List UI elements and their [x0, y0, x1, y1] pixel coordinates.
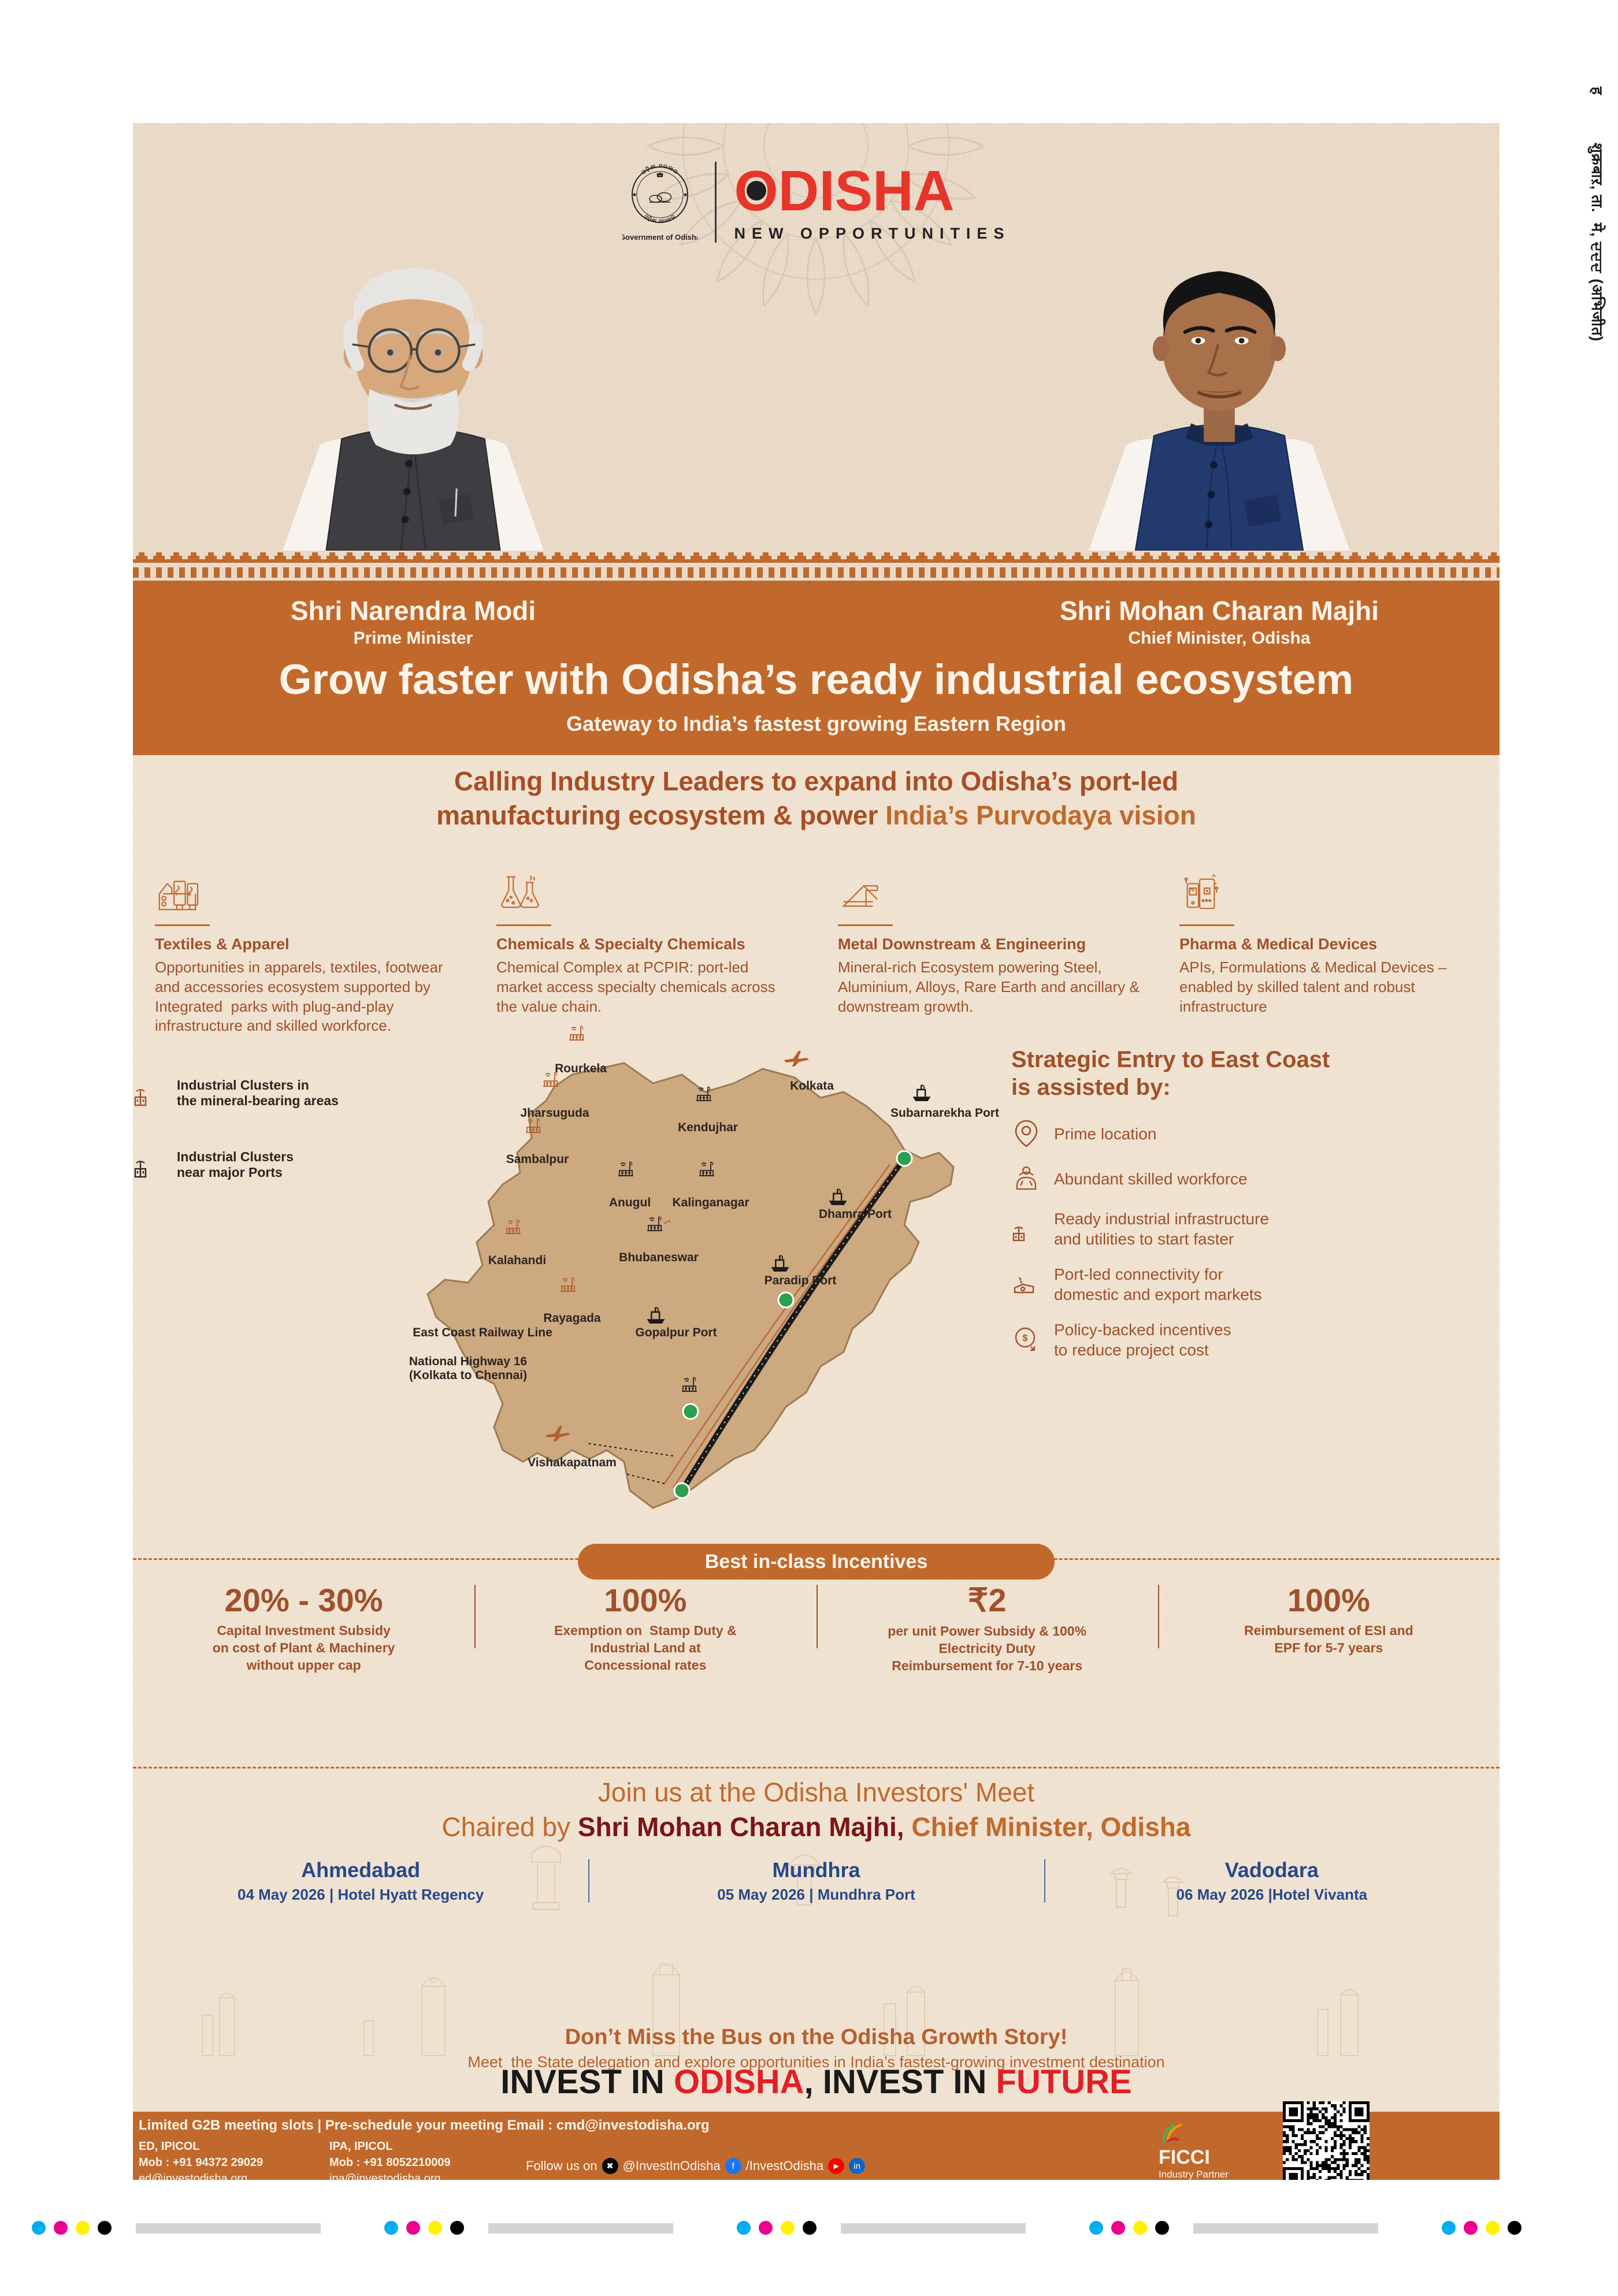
svg-text:$: $ — [1023, 1333, 1028, 1343]
svg-text:ଓଡ଼ିଶା ସରକାର: ଓଡ଼ିଶା ସରକାର — [643, 213, 677, 224]
svg-text:Government of Odisha: Government of Odisha — [622, 233, 697, 242]
